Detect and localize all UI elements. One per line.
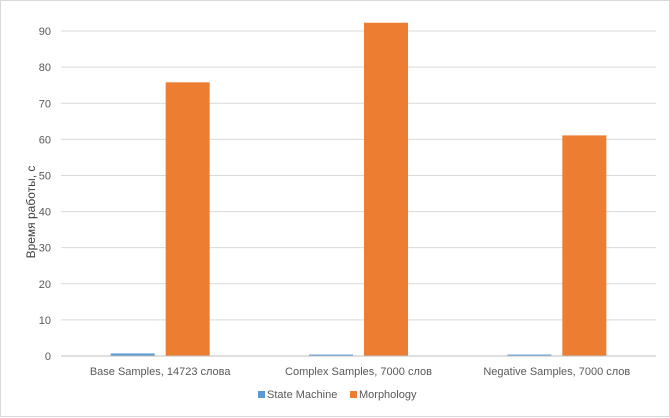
- legend-swatch: [258, 391, 265, 398]
- y-tick-label: 70: [39, 98, 51, 110]
- legend: State Machine Morphology: [258, 389, 417, 401]
- bar-state-machine: [507, 354, 552, 356]
- bar-state-machine: [309, 354, 353, 356]
- legend-label: State Machine: [267, 389, 337, 401]
- x-tick-label: Complex Samples, 7000 слов: [285, 366, 432, 378]
- y-tick-label: 10: [39, 315, 51, 327]
- y-tick-label: 20: [39, 279, 51, 291]
- bar-morphology: [562, 135, 607, 356]
- bar-morphology: [165, 82, 210, 356]
- legend-swatch: [350, 391, 357, 398]
- y-axis-title: Время работы, с: [24, 166, 38, 259]
- legend-item: State Machine: [258, 389, 337, 401]
- y-tick-label: 40: [39, 207, 51, 219]
- gridlines: [61, 30, 656, 321]
- bar-state-machine: [110, 353, 155, 356]
- y-tick-label: 60: [39, 134, 51, 146]
- y-tick-label: 90: [39, 26, 51, 38]
- bars: [110, 22, 607, 357]
- y-tick-label: 30: [39, 243, 51, 255]
- bar-morphology: [364, 22, 408, 357]
- x-axis-ticks: Base Samples, 14723 слова Complex Samples…: [90, 366, 631, 378]
- y-tick-label: 80: [39, 62, 51, 74]
- legend-item: Morphology: [350, 389, 417, 401]
- y-axis-ticks: 0 10 20 30 40 50 60 70 80 90: [39, 26, 51, 363]
- y-tick-label: 50: [39, 170, 51, 182]
- x-tick-label: Base Samples, 14723 слова: [90, 366, 232, 378]
- y-tick-label: 0: [45, 351, 51, 363]
- legend-label: Morphology: [359, 389, 417, 401]
- x-tick-label: Negative Samples, 7000 слов: [483, 366, 630, 378]
